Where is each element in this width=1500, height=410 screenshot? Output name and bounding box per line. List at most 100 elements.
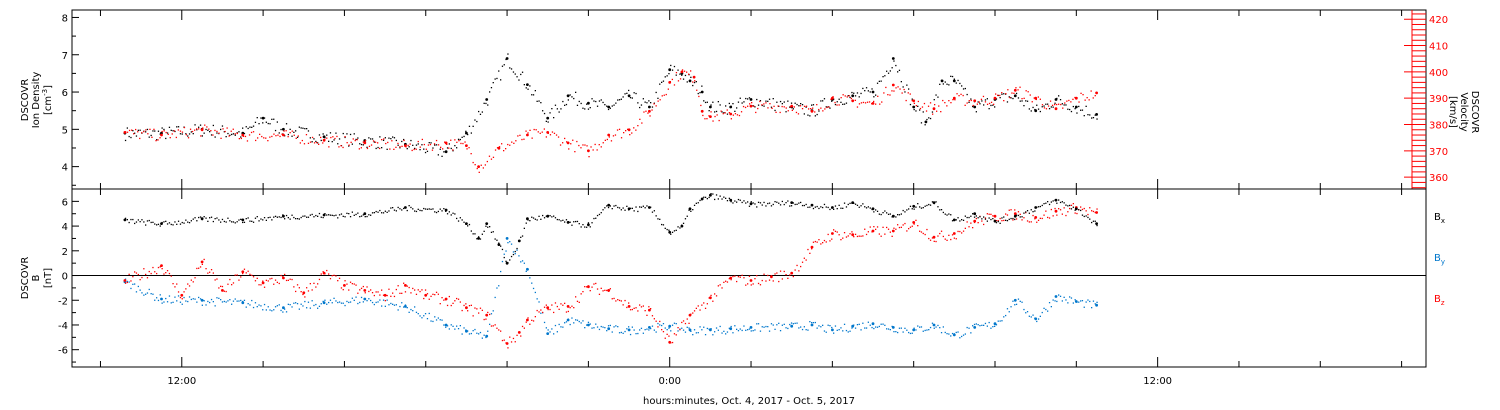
by-sample	[1067, 302, 1069, 304]
velocity-sample	[988, 102, 991, 105]
field-axis-label-line1: DSCOVR	[20, 257, 31, 300]
bx-sample	[315, 214, 317, 217]
density-sample	[944, 81, 946, 83]
bx-point	[517, 239, 521, 243]
time-axis-ticks	[99, 10, 1403, 367]
density-sample	[165, 137, 167, 140]
by-sample	[897, 331, 899, 334]
bz-sample	[249, 273, 251, 275]
bx-sample	[291, 214, 293, 216]
density-sample	[300, 127, 302, 129]
velocity-point	[700, 109, 704, 113]
by-sample	[1065, 299, 1067, 301]
density-sample	[135, 135, 138, 137]
by-point	[1034, 317, 1038, 321]
density-sample	[457, 138, 460, 140]
by-sample	[681, 327, 683, 329]
velocity-tick-label: 420	[1429, 15, 1448, 26]
bx-sample	[688, 209, 690, 211]
by-sample	[911, 332, 913, 334]
velocity-sample	[771, 107, 773, 109]
bx-sample	[176, 223, 178, 225]
velocity-sample	[856, 106, 859, 108]
density-sample	[589, 107, 591, 109]
bx-sample	[130, 218, 132, 221]
by-sample	[1039, 315, 1041, 317]
bz-sample	[961, 232, 963, 234]
bz-sample	[203, 258, 205, 261]
by-sample	[329, 299, 332, 301]
by-sample	[801, 328, 804, 331]
by-sample	[756, 323, 758, 325]
time-axis-title: hours:minutes, Oct. 4, 2017 - Oct. 5, 20…	[643, 396, 855, 407]
legend-bx: Bx	[1434, 212, 1445, 225]
velocity-sample	[692, 81, 694, 83]
bz-sample	[1021, 219, 1023, 221]
velocity-sample	[940, 111, 942, 113]
bx-point	[871, 207, 875, 211]
bx-sample	[156, 224, 158, 226]
bx-sample	[243, 221, 246, 223]
density-sample	[163, 128, 165, 131]
bx-sample	[225, 221, 227, 223]
bx-sample	[990, 218, 992, 221]
density-sample	[578, 100, 580, 103]
by-point	[627, 328, 631, 332]
bx-sample	[172, 224, 174, 226]
bz-sample	[457, 298, 460, 300]
velocity-sample	[791, 109, 793, 111]
by-sample	[525, 270, 527, 272]
bz-sample	[1074, 212, 1076, 214]
bz-sample	[384, 300, 386, 302]
by-sample	[1074, 299, 1076, 301]
bx-sample	[284, 218, 286, 220]
by-sample	[553, 333, 555, 335]
density-sample	[567, 99, 569, 101]
density-sample	[130, 136, 132, 139]
bx-sample	[503, 256, 505, 259]
bx-sample	[487, 226, 489, 228]
bz-sample	[166, 270, 169, 272]
bz-sample	[783, 270, 785, 273]
bz-point	[517, 331, 521, 334]
bz-sample	[858, 235, 860, 237]
velocity-sample	[999, 94, 1001, 97]
velocity-sample	[1015, 87, 1017, 89]
bx-sample	[302, 215, 304, 217]
velocity-sample	[511, 141, 513, 143]
density-sample	[781, 103, 783, 105]
velocity-sample	[366, 147, 369, 150]
bz-sample	[346, 283, 348, 285]
bz-sample	[661, 329, 663, 331]
bz-sample	[721, 287, 723, 289]
bx-sample	[174, 221, 176, 223]
density-sample	[490, 87, 493, 89]
by-sample	[582, 320, 584, 322]
density-sample	[220, 128, 222, 131]
velocity-sample	[545, 136, 547, 138]
velocity-sample	[244, 135, 247, 138]
by-sample	[796, 322, 798, 324]
bz-sample	[556, 305, 558, 308]
legend-bz-sub: z	[1441, 299, 1445, 307]
by-sample	[507, 242, 509, 244]
density-sample	[483, 102, 485, 104]
velocity-sample	[722, 113, 724, 115]
bz-sample	[787, 277, 789, 279]
density-sample	[137, 129, 139, 131]
bz-sample	[1030, 221, 1032, 223]
bx-sample	[415, 210, 418, 213]
by-sample	[1012, 300, 1014, 302]
density-sample	[686, 81, 688, 83]
by-sample	[163, 301, 165, 303]
velocity-sample	[671, 78, 673, 81]
velocity-sample	[629, 134, 631, 136]
density-sample	[489, 91, 491, 93]
bx-sample	[494, 238, 496, 240]
bx-sample	[600, 212, 602, 214]
bx-sample	[392, 207, 394, 209]
bx-sample	[263, 217, 266, 219]
bx-sample	[794, 203, 796, 206]
bx-sample	[670, 233, 672, 235]
